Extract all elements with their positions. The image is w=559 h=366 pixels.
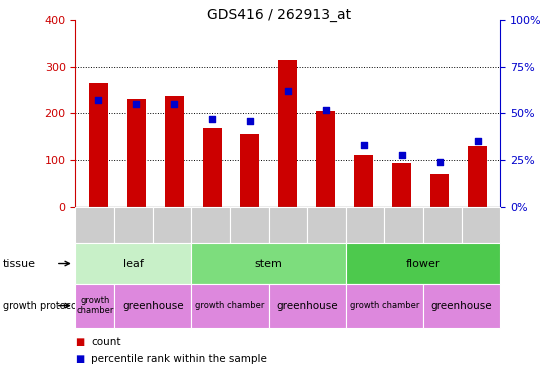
Point <box>435 159 444 165</box>
Text: growth chamber: growth chamber <box>195 301 264 310</box>
Text: greenhouse: greenhouse <box>276 300 338 311</box>
Text: growth
chamber: growth chamber <box>76 296 113 315</box>
Text: count: count <box>91 337 121 347</box>
Text: greenhouse: greenhouse <box>431 300 492 311</box>
Point <box>283 88 292 94</box>
Point <box>207 116 216 122</box>
Bar <box>278 60 297 207</box>
Text: ■: ■ <box>75 354 85 364</box>
Text: percentile rank within the sample: percentile rank within the sample <box>91 354 267 364</box>
Bar <box>89 83 108 207</box>
Text: tissue: tissue <box>3 258 36 269</box>
Bar <box>202 128 221 207</box>
Point <box>359 142 368 148</box>
Text: flower: flower <box>406 258 440 269</box>
Bar <box>392 163 411 207</box>
Bar <box>164 96 183 207</box>
Bar <box>316 111 335 207</box>
Point <box>245 118 254 124</box>
Text: leaf: leaf <box>123 258 144 269</box>
Bar <box>354 154 373 207</box>
Text: stem: stem <box>255 258 282 269</box>
Point <box>94 97 103 103</box>
Text: growth chamber: growth chamber <box>350 301 419 310</box>
Text: GDS416 / 262913_at: GDS416 / 262913_at <box>207 8 352 22</box>
Bar <box>240 134 259 207</box>
Point <box>473 138 482 144</box>
Point <box>397 152 406 157</box>
Point <box>321 107 330 113</box>
Bar <box>430 174 449 207</box>
Point <box>132 101 141 107</box>
Bar <box>127 100 146 207</box>
Bar <box>468 146 487 207</box>
Point <box>169 101 178 107</box>
Text: greenhouse: greenhouse <box>122 300 183 311</box>
Text: ■: ■ <box>75 337 85 347</box>
Text: growth protocol: growth protocol <box>3 300 79 311</box>
